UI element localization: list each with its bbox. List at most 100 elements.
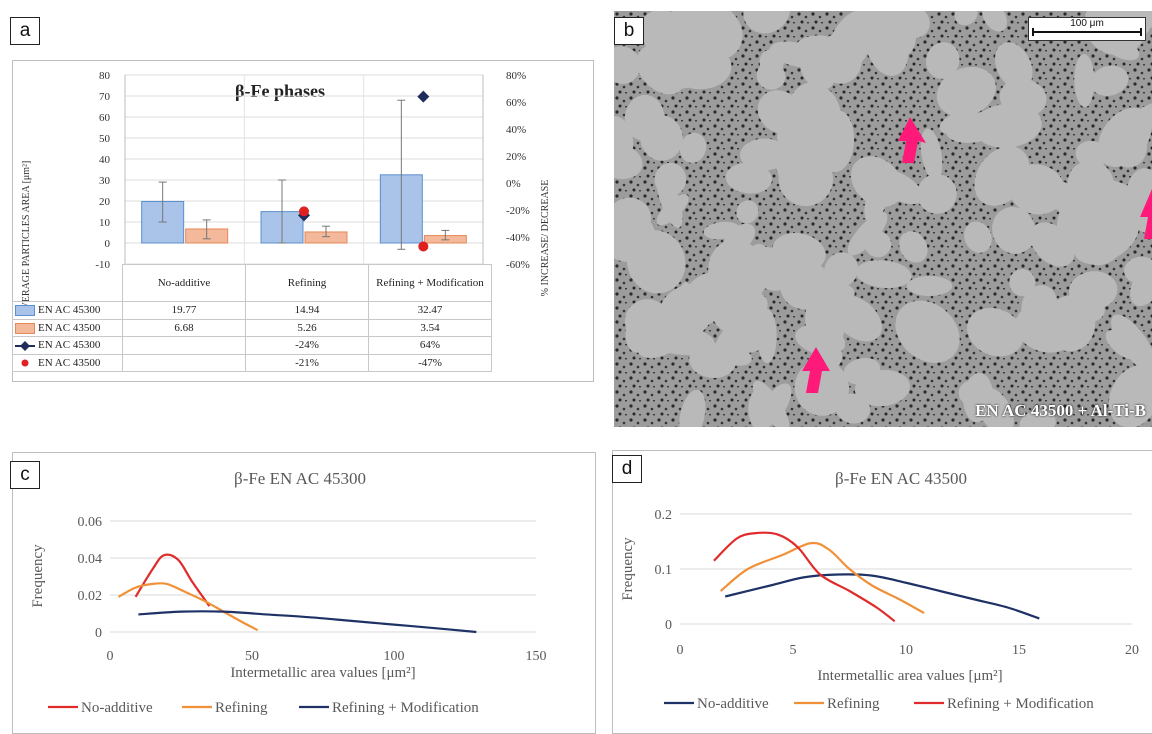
legend-label: Refining: [827, 696, 880, 712]
y-tick-label: 40: [99, 154, 111, 166]
y2-tick-label: 80%: [506, 70, 526, 82]
marker-circle: [418, 241, 429, 252]
table-category: No-additive: [122, 264, 246, 302]
table-cell: -47%: [368, 353, 492, 372]
legend-swatch-bar-blue: [15, 305, 35, 317]
chart-c-ylabel: Frequency: [30, 544, 46, 608]
table-cell: -24%: [245, 336, 369, 355]
legend-label: Refining + Modification: [947, 696, 1094, 712]
table-cell: 19.77: [122, 301, 246, 320]
table-cell: 3.54: [368, 318, 492, 337]
micrograph-texture: [614, 11, 1152, 427]
y-tick-label: 0.02: [78, 589, 103, 604]
y-tick-label: 0: [95, 626, 102, 641]
chart-c-xlabel: Intermetallic area values [μm²]: [230, 665, 415, 681]
table-cell: [122, 353, 246, 372]
y-tick-label: 0.06: [78, 515, 103, 530]
table-cell: 32.47: [368, 301, 492, 320]
table-cell: 6.68: [122, 318, 246, 337]
x-tick-label: 50: [245, 649, 259, 664]
y2-tick-label: -20%: [506, 205, 530, 217]
x-tick-label: 0: [107, 649, 114, 664]
y-tick-label: 20: [99, 196, 111, 208]
y-tick-label: 30: [99, 175, 111, 187]
marker-circle: [299, 206, 309, 217]
table-row: EN AC 45300 -24% 64%: [12, 336, 492, 355]
table-cell: 64%: [368, 336, 492, 355]
y-tick-label: 60: [99, 112, 111, 124]
series-line: [713, 531, 896, 623]
legend-label: EN AC 45300: [38, 304, 101, 317]
table-row: EN AC 43500 6.68 5.26 3.54: [12, 318, 492, 337]
chart-a-y2label: % INCREASE/ DECREASE: [540, 180, 551, 297]
table-cell: [122, 336, 246, 355]
y-tick-label: 10: [99, 217, 111, 229]
y2-tick-label: -60%: [506, 259, 530, 271]
legend-label: EN AC 43500: [38, 321, 101, 334]
series-line: [117, 582, 259, 632]
legend-label: Refining + Modification: [332, 700, 479, 716]
table-category: Refining: [245, 264, 369, 302]
legend-label: No-additive: [697, 696, 769, 712]
series-line: [724, 573, 1040, 620]
y2-tick-label: -40%: [506, 232, 530, 244]
line-chart-beta-fe-en-ac-43500: β-Fe EN AC 43500 Frequency Intermetallic…: [620, 469, 1139, 712]
chart-d-ylabel: Frequency: [620, 537, 636, 601]
panel-label-d: d: [612, 455, 642, 483]
y-tick-label: 50: [99, 133, 111, 145]
y2-tick-label: 40%: [506, 124, 526, 136]
chart-a-ylabel: AVERAGE PARTICLES AREA [μm²]: [21, 161, 32, 316]
x-tick-label: 15: [1012, 643, 1026, 658]
x-tick-label: 20: [1125, 643, 1139, 658]
y-tick-label: 0: [105, 238, 111, 250]
x-tick-label: 5: [790, 643, 797, 658]
panel-label-b: b: [614, 17, 644, 45]
table-cell: -21%: [245, 353, 369, 372]
table-row: EN AC 43500 -21% -47%: [12, 353, 492, 372]
series-line: [719, 541, 925, 614]
legend-swatch-diamond: [15, 340, 35, 351]
x-tick-label: 100: [384, 649, 405, 664]
y-tick-label: 0: [665, 618, 672, 633]
y-tick-label: 80: [99, 70, 111, 82]
legend-label: Refining: [215, 700, 268, 716]
bar-chart-beta-fe-phases: β-Fe phases AVERAGE PARTICLES AREA [μm²]…: [21, 70, 551, 316]
chart-d-xlabel: Intermetallic area values [μm²]: [817, 668, 1002, 684]
table-cell: 5.26: [245, 318, 369, 337]
table-cell: 14.94: [245, 301, 369, 320]
x-tick-label: 150: [526, 649, 547, 664]
y-tick-label: 70: [99, 91, 111, 103]
panel-label-a: a: [10, 17, 40, 45]
x-tick-label: 0: [677, 643, 684, 658]
scale-bar: 100 μm: [1028, 17, 1146, 41]
series-line: [134, 553, 211, 607]
line-chart-beta-fe-en-ac-45300: β-Fe EN AC 45300 Frequency Intermetallic…: [30, 469, 547, 716]
chart-c-frame: [12, 452, 596, 734]
micrograph-image: 100 μm EN AC 43500 + Al-Ti-B: [614, 11, 1152, 427]
y2-tick-label: 0%: [506, 178, 521, 190]
y-tick-label: 0.04: [78, 552, 103, 567]
legend-swatch-circle: [21, 359, 29, 367]
y-tick-label: 0.1: [655, 563, 673, 578]
legend-label: No-additive: [81, 700, 153, 716]
scale-bar-line: [1032, 28, 1142, 36]
y2-tick-label: 20%: [506, 151, 526, 163]
marker-diamond: [417, 90, 430, 103]
scale-bar-label: 100 μm: [1070, 18, 1104, 29]
panel-label-c: c: [10, 461, 40, 489]
series-line: [138, 610, 477, 634]
legend-label: EN AC 43500: [38, 356, 101, 369]
chart-c-title: β-Fe EN AC 45300: [234, 469, 366, 488]
micrograph-caption: EN AC 43500 + Al-Ti-B: [975, 401, 1146, 420]
table-category: Refining + Modification: [368, 264, 492, 302]
y2-tick-label: 60%: [506, 97, 526, 109]
legend-label: EN AC 45300: [38, 339, 101, 352]
x-tick-label: 10: [899, 643, 913, 658]
chart-a-data-table: No-additive Refining Refining + Modifica…: [12, 264, 492, 372]
arrow-icon: [802, 117, 1152, 393]
chart-a-title: β-Fe phases: [235, 81, 325, 101]
legend-swatch-bar-orange: [15, 322, 35, 334]
chart-d-title: β-Fe EN AC 43500: [835, 469, 967, 488]
y-tick-label: 0.2: [655, 508, 673, 523]
table-row: EN AC 45300 19.77 14.94 32.47: [12, 301, 492, 320]
